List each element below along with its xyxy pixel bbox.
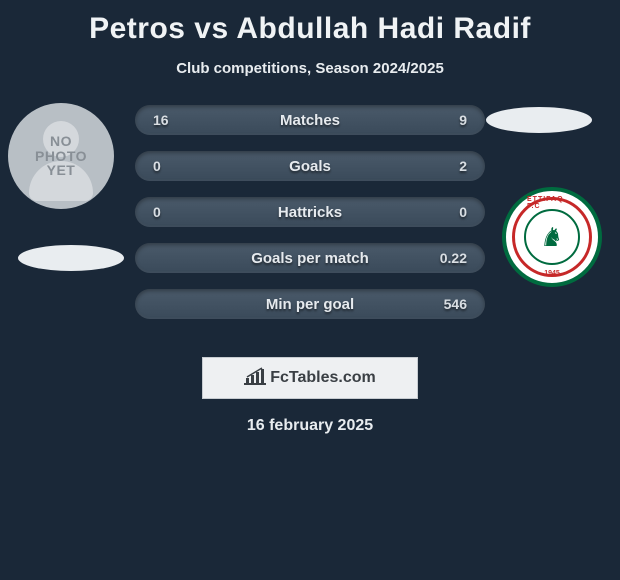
brand-badge[interactable]: FcTables.com <box>202 357 418 399</box>
right-ellipse <box>486 107 592 133</box>
stat-right-value: 9 <box>459 112 467 128</box>
stat-left-value: 0 <box>153 204 161 220</box>
subtitle: Club competitions, Season 2024/2025 <box>0 60 620 77</box>
crest-club-name: ETTIFAQ F.C <box>527 196 577 210</box>
stat-right-value: 0 <box>459 204 467 220</box>
horse-icon: ♞ <box>540 222 563 253</box>
stat-name: Goals per match <box>135 250 485 267</box>
stat-row-min-per-goal: Min per goal 546 <box>135 289 485 319</box>
stat-name: Min per goal <box>135 296 485 313</box>
comparison-area: NOPHOTOYET ETTIFAQ F.C ♞ 1945 16 Matches… <box>0 105 620 335</box>
crest-inner-circle: ♞ <box>524 209 580 265</box>
player-right-crest: ETTIFAQ F.C ♞ 1945 <box>502 187 602 287</box>
avatar-placeholder-text: NOPHOTOYET <box>35 134 87 178</box>
stat-right-value: 546 <box>444 296 467 312</box>
stat-row-goals-per-match: Goals per match 0.22 <box>135 243 485 273</box>
stat-row-hattricks: 0 Hattricks 0 <box>135 197 485 227</box>
stat-right-value: 0.22 <box>440 250 467 266</box>
stat-row-goals: 0 Goals 2 <box>135 151 485 181</box>
stat-row-matches: 16 Matches 9 <box>135 105 485 135</box>
player-left-avatar: NOPHOTOYET <box>8 103 114 209</box>
stat-name: Goals <box>135 158 485 175</box>
brand-text: FcTables.com <box>270 369 376 387</box>
stat-name: Matches <box>135 112 485 129</box>
stat-right-value: 2 <box>459 158 467 174</box>
chart-icon <box>244 367 266 390</box>
stat-rows: 16 Matches 9 0 Goals 2 0 Hattricks 0 Goa… <box>135 105 485 335</box>
page-title: Petros vs Abdullah Hadi Radif <box>0 0 620 46</box>
stat-name: Hattricks <box>135 204 485 221</box>
stat-left-value: 16 <box>153 112 169 128</box>
left-ellipse <box>18 245 124 271</box>
stat-left-value: 0 <box>153 158 161 174</box>
footer-date: 16 february 2025 <box>0 417 620 435</box>
crest-year: 1945 <box>544 270 560 277</box>
